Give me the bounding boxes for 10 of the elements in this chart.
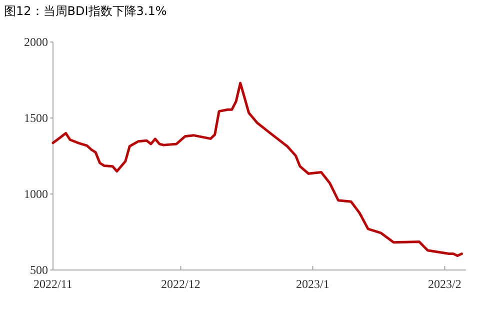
x-tick-label: 2023/2 <box>428 277 462 291</box>
y-tick-label: 1000 <box>24 187 48 201</box>
line-series <box>52 82 463 257</box>
y-tick-label: 1500 <box>24 111 48 125</box>
x-tick-label: 2022/11 <box>34 277 72 291</box>
y-tick-label: 2000 <box>24 35 48 49</box>
y-tick-label: 500 <box>30 263 48 277</box>
x-tick-label: 2022/12 <box>161 277 200 291</box>
chart-title: 图12：当周BDI指数下降3.1% <box>4 4 167 18</box>
x-tick-label: 2023/1 <box>296 277 330 291</box>
